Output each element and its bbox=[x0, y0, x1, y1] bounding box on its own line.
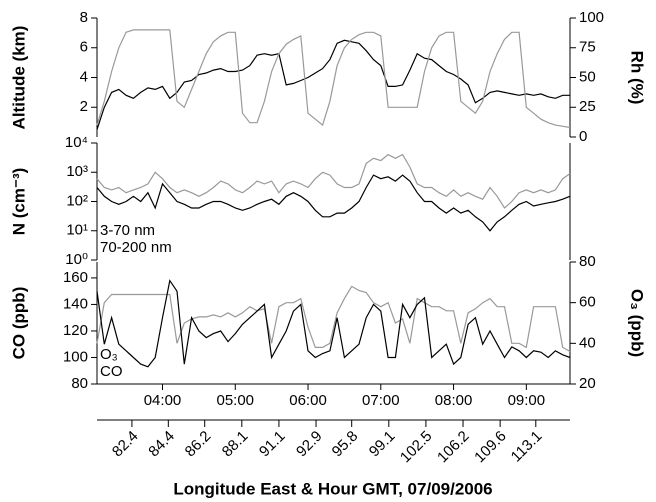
y-axis-title: N (cm⁻³) bbox=[9, 168, 28, 236]
y-tick-label: 100 bbox=[63, 348, 88, 365]
y2-tick-label: 0 bbox=[579, 128, 587, 145]
y-tick-label: 6 bbox=[80, 39, 88, 56]
y2-tick-label: 100 bbox=[579, 9, 604, 26]
legend-label: CO bbox=[100, 363, 123, 380]
y2-axis-title: O₃ (ppb) bbox=[628, 289, 647, 357]
y2-tick-label: 80 bbox=[579, 253, 596, 270]
y2-tick-label: 20 bbox=[579, 375, 596, 392]
y2-tick-label: 40 bbox=[579, 334, 596, 351]
y2-tick-label: 60 bbox=[579, 294, 596, 311]
y-tick-label: 10⁰ bbox=[65, 251, 88, 268]
y-axis-title: CO (ppb) bbox=[9, 287, 28, 360]
x-tick-label: 07:00 bbox=[362, 392, 400, 409]
x-axis-title: Longitude East & Hour GMT, 07/09/2006 bbox=[173, 479, 492, 498]
y-tick-label: 160 bbox=[63, 269, 88, 286]
data-line bbox=[96, 174, 571, 232]
x2-tick-label: 86.2 bbox=[182, 428, 215, 461]
legend-label: 70-200 nm bbox=[100, 239, 172, 256]
y-tick-label: 10⁴ bbox=[65, 134, 88, 151]
x2-tick-label: 88.1 bbox=[219, 428, 252, 461]
x-tick-label: 05:00 bbox=[216, 392, 254, 409]
x2-tick-label: 99.1 bbox=[366, 428, 399, 461]
x2-tick-label: 102.5 bbox=[397, 428, 436, 467]
data-line bbox=[96, 279, 571, 368]
y-tick-label: 10³ bbox=[66, 163, 88, 180]
legend-label: O₃ bbox=[100, 346, 118, 363]
y2-tick-label: 25 bbox=[579, 98, 596, 115]
data-line bbox=[96, 153, 571, 209]
x2-tick-label: 113.1 bbox=[508, 428, 546, 466]
x2-tick-label: 91.1 bbox=[256, 428, 289, 461]
x-tick-label: 04:00 bbox=[144, 392, 182, 409]
x-tick-label: 06:00 bbox=[289, 392, 327, 409]
x-tick-label: 08:00 bbox=[435, 392, 473, 409]
y-tick-label: 2 bbox=[80, 98, 88, 115]
y-tick-label: 80 bbox=[71, 375, 88, 392]
y-tick-label: 4 bbox=[80, 68, 88, 85]
y-tick-label: 8 bbox=[80, 9, 88, 26]
x2-tick-label: 82.4 bbox=[109, 428, 142, 461]
y-tick-label: 120 bbox=[63, 322, 88, 339]
x2-tick-label: 106.2 bbox=[434, 428, 473, 467]
x2-tick-label: 109.6 bbox=[471, 428, 510, 467]
legend-label: 3-70 nm bbox=[100, 222, 155, 239]
y2-axis-title: Rh (%) bbox=[628, 51, 647, 105]
y-tick-label: 10¹ bbox=[66, 222, 88, 239]
data-line bbox=[96, 29, 571, 129]
y-tick-label: 140 bbox=[63, 295, 88, 312]
y-tick-label: 10² bbox=[66, 192, 88, 209]
y2-tick-label: 50 bbox=[579, 68, 596, 85]
data-line bbox=[96, 285, 571, 353]
x-tick-label: 09:00 bbox=[508, 392, 546, 409]
x2-tick-label: 84.4 bbox=[145, 428, 178, 461]
y2-tick-label: 75 bbox=[579, 39, 596, 56]
x2-tick-label: 95.8 bbox=[329, 428, 362, 461]
x2-tick-label: 92.9 bbox=[293, 428, 326, 461]
y-axis-title: Altitude (km) bbox=[9, 26, 28, 130]
